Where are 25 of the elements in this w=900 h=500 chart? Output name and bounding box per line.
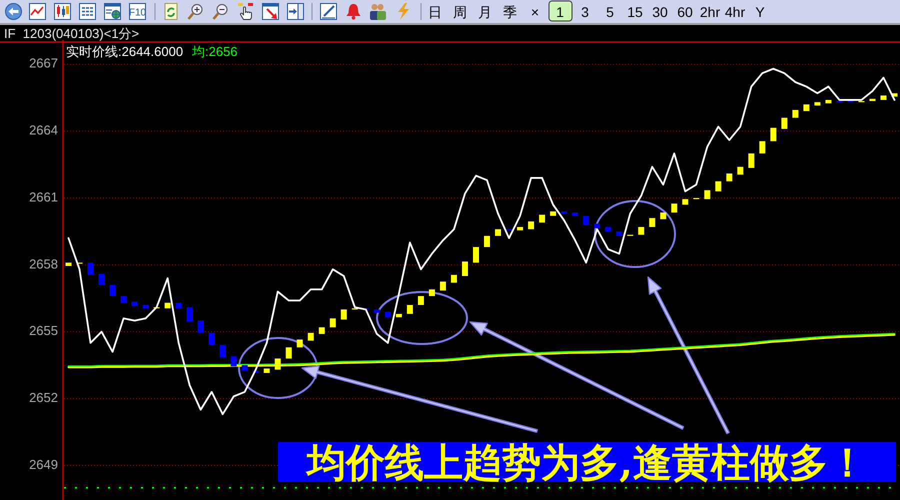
y-tick-label: 2652: [29, 390, 58, 406]
text: 季: [503, 4, 517, 20]
annotation: 实时价线:2644.6000: [66, 44, 184, 59]
text: 60: [677, 4, 693, 20]
text: 4hr: [724, 4, 746, 20]
text: ×: [530, 4, 540, 20]
y-tick-label: 2664: [29, 122, 58, 138]
y-tick-label: 2655: [29, 323, 58, 338]
text: 3: [581, 4, 590, 20]
text: 月: [478, 4, 492, 20]
y-tick-label: 2649: [29, 456, 58, 472]
text: 2hr: [700, 4, 720, 20]
text: Y: [755, 4, 766, 20]
annotation: 均价线上趋势为多,逢黄柱做多！: [305, 440, 867, 486]
annotation: 均:2656: [191, 44, 238, 59]
chart-title: IF 1203(040103)<1分>: [4, 26, 140, 41]
text: 30: [652, 4, 668, 20]
text: 15: [627, 4, 643, 20]
text: 1: [556, 4, 564, 20]
y-tick-label: 2667: [29, 56, 58, 71]
text: 日: [428, 4, 442, 20]
text: 5: [606, 4, 614, 20]
text: 周: [453, 4, 467, 20]
y-tick-label: 2661: [29, 189, 58, 204]
y-tick-label: 2658: [29, 256, 58, 272]
